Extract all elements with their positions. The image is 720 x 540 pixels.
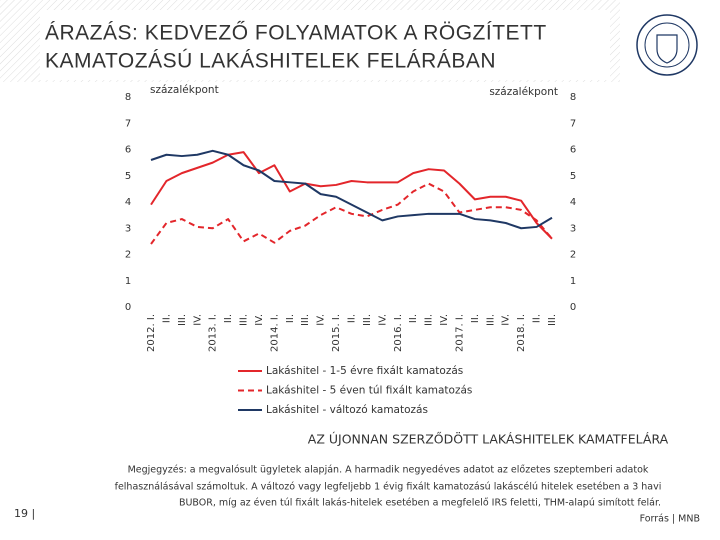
y2-tick-label: 6: [570, 145, 576, 156]
x-tick-label: 2015. I.: [331, 314, 342, 352]
y-tick-label: 3: [125, 223, 131, 234]
title-box: [40, 10, 610, 80]
y2-tick-label: 1: [570, 276, 576, 287]
x-tick-label: 2018. I.: [516, 314, 527, 352]
series-line: [150, 151, 553, 240]
y-tick-label: 1: [125, 276, 131, 287]
x-tick-label: III.: [177, 314, 188, 326]
series-line: [150, 182, 553, 245]
x-tick-label: 2012. I.: [146, 314, 157, 352]
x-tick-label: II.: [408, 314, 419, 323]
y-tick-label: 7: [125, 118, 131, 129]
x-tick-label: III.: [547, 314, 558, 326]
x-tick-label: III.: [424, 314, 435, 326]
x-tick-label: II.: [223, 314, 234, 323]
x-tick-label: 2017. I.: [454, 314, 465, 352]
slide-title: ÁRAZÁS: KEDVEZŐ FOLYAMATOK A RÖGZÍTETT: [45, 22, 547, 45]
y-tick-label: 0: [125, 302, 131, 313]
x-tick-label: 2016. I.: [393, 314, 404, 352]
y-tick-label: 2: [125, 250, 131, 261]
x-tick-label: IV.: [377, 314, 388, 326]
y2-tick-label: 2: [570, 250, 576, 261]
y-tick-label: 6: [125, 145, 131, 156]
x-tick-label: III.: [300, 314, 311, 326]
y2-tick-label: 5: [570, 171, 576, 182]
y-tick-label: 4: [125, 197, 131, 208]
x-tick-label: IV.: [501, 314, 512, 326]
note: Megjegyzés: a megvalósult ügyletek alapj…: [128, 465, 649, 476]
slide-title: KAMATOZÁSÚ LAKÁSHITELEK FELÁRÁBAN: [45, 50, 496, 73]
chart-caption: AZ ÚJONNAN SZERZŐDÖTT LAKÁSHITELEK KAMAT…: [308, 431, 669, 447]
y2-tick-label: 7: [570, 118, 576, 129]
x-tick-label: IV.: [439, 314, 450, 326]
x-tick-label: II.: [532, 314, 543, 323]
x-tick-label: II.: [285, 314, 296, 323]
y2-tick-label: 0: [570, 302, 576, 313]
x-tick-label: III.: [239, 314, 250, 326]
x-tick-label: 2014. I.: [269, 314, 280, 352]
logo: [636, 14, 698, 76]
x-tick-label: IV.: [192, 314, 203, 326]
x-tick-label: 2013. I.: [208, 314, 219, 352]
x-tick-label: IV.: [316, 314, 327, 326]
legend-label: Lakáshitel - változó kamatozás: [266, 404, 428, 416]
legend-label: Lakáshitel - 1-5 évre fixált kamatozás: [266, 365, 463, 377]
y-axis-label: százalékpont: [150, 84, 219, 96]
y-tick-label: 5: [125, 171, 131, 182]
page-number: 19 |: [14, 507, 35, 520]
y-tick-label: 8: [125, 92, 131, 103]
series-line: [150, 149, 553, 230]
note: BUBOR, míg az éven túl fixált lakás-hite…: [179, 498, 661, 509]
y2-tick-label: 8: [570, 92, 576, 103]
x-tick-label: III.: [362, 314, 373, 326]
note: felhasználásával számoltuk. A változó va…: [115, 482, 662, 493]
x-tick-label: IV.: [254, 314, 265, 326]
y2-tick-label: 4: [570, 197, 576, 208]
x-tick-label: II.: [347, 314, 358, 323]
y2-tick-label: 3: [570, 223, 576, 234]
x-tick-label: III.: [485, 314, 496, 326]
legend-label: Lakáshitel - 5 éven túl fixált kamatozás: [266, 385, 472, 397]
x-tick-label: II.: [470, 314, 481, 323]
y2-axis-label: százalékpont: [489, 86, 558, 98]
x-tick-label: II.: [161, 314, 172, 323]
source: Forrás | MNB: [640, 514, 700, 525]
